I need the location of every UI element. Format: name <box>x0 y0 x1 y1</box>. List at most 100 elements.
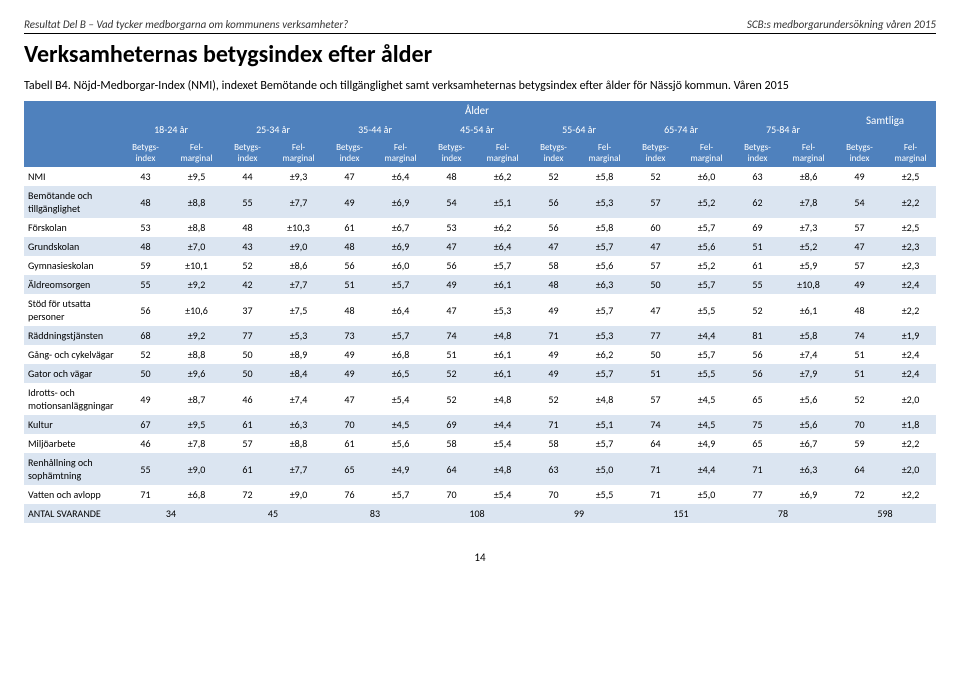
header-alder: Ålder <box>120 101 834 120</box>
table-row: Gång- och cykelvägar52±8,850±8,949±6,851… <box>24 345 936 364</box>
header-age-group: 45-54 år <box>426 120 528 139</box>
row-label: ANTAL SVARANDE <box>24 504 120 523</box>
cell-value: ±2,4 <box>885 364 936 383</box>
cell-value: 55 <box>120 453 171 485</box>
cell-value: 45 <box>222 504 324 523</box>
cell-value: 52 <box>732 294 783 326</box>
cell-value: ±10,6 <box>171 294 222 326</box>
cell-value: 47 <box>324 167 375 186</box>
cell-value: ±8,4 <box>273 364 324 383</box>
cell-value: 49 <box>324 186 375 218</box>
cell-value: 77 <box>222 326 273 345</box>
cell-value: ±6,7 <box>375 218 426 237</box>
cell-value: ±5,3 <box>477 294 528 326</box>
cell-value: ±6,0 <box>681 167 732 186</box>
cell-value: 151 <box>630 504 732 523</box>
cell-value: 53 <box>120 218 171 237</box>
table-row: Förskolan53±8,848±10,361±6,753±6,256±5,8… <box>24 218 936 237</box>
cell-value: 48 <box>324 294 375 326</box>
cell-value: ±6,9 <box>375 237 426 256</box>
cell-value: ±1,9 <box>885 326 936 345</box>
cell-value: ±5,4 <box>477 434 528 453</box>
cell-value: 71 <box>528 415 579 434</box>
page-header: Resultat Del B – Vad tycker medborgarna … <box>24 18 936 34</box>
cell-value: 62 <box>732 186 783 218</box>
row-label: Renhållning och sophämtning <box>24 453 120 485</box>
cell-value: 68 <box>120 326 171 345</box>
cell-value: ±7,3 <box>783 218 834 237</box>
table-corner <box>24 101 120 167</box>
cell-value: 52 <box>222 256 273 275</box>
cell-value: ±2,2 <box>885 485 936 504</box>
subheader-felmarginal: Fel-marginal <box>885 139 936 167</box>
cell-value: ±6,7 <box>783 434 834 453</box>
cell-value: 71 <box>120 485 171 504</box>
cell-value: 43 <box>120 167 171 186</box>
subheader-felmarginal: Fel-marginal <box>477 139 528 167</box>
cell-value: 72 <box>222 485 273 504</box>
cell-value: ±5,5 <box>579 485 630 504</box>
cell-value: 52 <box>120 345 171 364</box>
cell-value: ±5,2 <box>681 186 732 218</box>
cell-value: 51 <box>630 364 681 383</box>
cell-value: 49 <box>120 383 171 415</box>
subheader-betygsindex: Betygs-index <box>222 139 273 167</box>
cell-value: ±7,9 <box>783 364 834 383</box>
cell-value: ±4,8 <box>477 453 528 485</box>
cell-value: 74 <box>834 326 885 345</box>
cell-value: ±5,3 <box>579 326 630 345</box>
cell-value: 47 <box>426 294 477 326</box>
cell-value: ±5,9 <box>783 256 834 275</box>
cell-value: 48 <box>426 167 477 186</box>
cell-value: ±6,1 <box>477 275 528 294</box>
cell-value: ±10,1 <box>171 256 222 275</box>
cell-value: 48 <box>528 275 579 294</box>
cell-value: 51 <box>426 345 477 364</box>
cell-value: 59 <box>120 256 171 275</box>
cell-value: 57 <box>630 256 681 275</box>
cell-value: ±8,9 <box>273 345 324 364</box>
cell-value: 65 <box>732 434 783 453</box>
cell-value: ±1,8 <box>885 415 936 434</box>
subheader-felmarginal: Fel-marginal <box>681 139 732 167</box>
cell-value: 61 <box>324 434 375 453</box>
cell-value: 56 <box>528 186 579 218</box>
subheader-betygsindex: Betygs-index <box>528 139 579 167</box>
cell-value: 56 <box>324 256 375 275</box>
cell-value: 47 <box>324 383 375 415</box>
cell-value: 57 <box>630 186 681 218</box>
cell-value: ±6,4 <box>477 237 528 256</box>
cell-value: 49 <box>528 294 579 326</box>
cell-value: ±5,6 <box>681 237 732 256</box>
row-label: Kultur <box>24 415 120 434</box>
cell-value: 74 <box>630 415 681 434</box>
cell-value: 50 <box>222 345 273 364</box>
cell-value: ±4,8 <box>477 383 528 415</box>
cell-value: 72 <box>834 485 885 504</box>
cell-value: 78 <box>732 504 834 523</box>
row-label: Grundskolan <box>24 237 120 256</box>
cell-value: ±5,2 <box>681 256 732 275</box>
table-row: Bemötande och tillgänglighet48±8,855±7,7… <box>24 186 936 218</box>
cell-value: ±4,5 <box>375 415 426 434</box>
cell-value: 74 <box>426 326 477 345</box>
cell-value: ±7,7 <box>273 275 324 294</box>
cell-value: ±6,2 <box>477 218 528 237</box>
cell-value: ±6,4 <box>375 294 426 326</box>
cell-value: 64 <box>834 453 885 485</box>
cell-value: 65 <box>732 383 783 415</box>
cell-value: ±5,3 <box>273 326 324 345</box>
cell-value: ±2,0 <box>885 453 936 485</box>
cell-value: ±2,2 <box>885 294 936 326</box>
cell-value: ±6,8 <box>171 485 222 504</box>
page-title: Verksamheternas betygsindex efter ålder <box>24 40 936 69</box>
cell-value: 46 <box>222 383 273 415</box>
cell-value: 52 <box>834 383 885 415</box>
cell-value: 76 <box>324 485 375 504</box>
cell-value: 108 <box>426 504 528 523</box>
table-row: Räddningstjänsten68±9,277±5,373±5,774±4,… <box>24 326 936 345</box>
data-table: Ålder Samtliga 18-24 år25-34 år35-44 år4… <box>24 101 936 523</box>
cell-value: ±2,3 <box>885 256 936 275</box>
cell-value: ±4,8 <box>579 383 630 415</box>
cell-value: ±4,9 <box>375 453 426 485</box>
